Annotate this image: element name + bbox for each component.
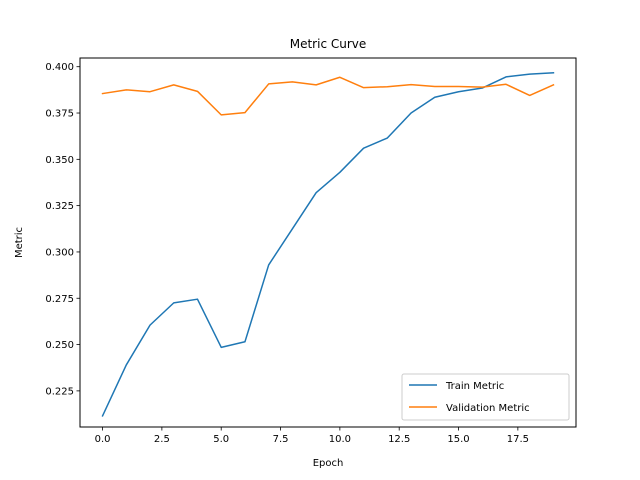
x-tick-label: 12.5 [388, 434, 410, 445]
x-tick-label: 5.0 [213, 434, 229, 445]
y-tick-label: 0.350 [45, 155, 74, 166]
series-line-train [101, 72, 555, 417]
y-tick-label: 0.325 [45, 201, 74, 212]
x-axis-ticks: 0.0 2.5 5.0 7.5 10.0 12.5 15.0 17.5 [95, 427, 529, 445]
series-line-validation [101, 76, 555, 116]
chart-title: Metric Curve [290, 37, 367, 51]
x-tick-label: 17.5 [507, 434, 529, 445]
x-axis-label: Epoch [313, 458, 344, 469]
y-tick-label: 0.300 [45, 247, 74, 258]
x-tick-label: 15.0 [447, 434, 469, 445]
y-tick-label: 0.400 [45, 62, 74, 73]
legend-validation-label: Validation Metric [446, 403, 530, 414]
y-axis-label: Metric [14, 227, 25, 258]
legend-box [401, 373, 570, 421]
x-tick-label: 0.0 [95, 434, 111, 445]
y-axis-ticks: 0.225 0.250 0.275 0.300 0.325 0.350 0.375 0.400 [45, 62, 80, 397]
x-tick-label: 7.5 [273, 434, 289, 445]
legend-train-label: Train Metric [445, 381, 504, 392]
y-tick-label: 0.250 [45, 340, 74, 351]
x-tick-label: 10.0 [329, 434, 351, 445]
x-tick-label: 2.5 [154, 434, 170, 445]
y-tick-label: 0.225 [45, 386, 74, 397]
y-tick-label: 0.275 [45, 294, 74, 305]
y-tick-label: 0.375 [45, 109, 74, 120]
legend: Train Metric Validation Metric [401, 373, 570, 421]
series-layer [101, 72, 555, 417]
plot-frame [79, 57, 577, 428]
plot-area [80, 58, 576, 427]
